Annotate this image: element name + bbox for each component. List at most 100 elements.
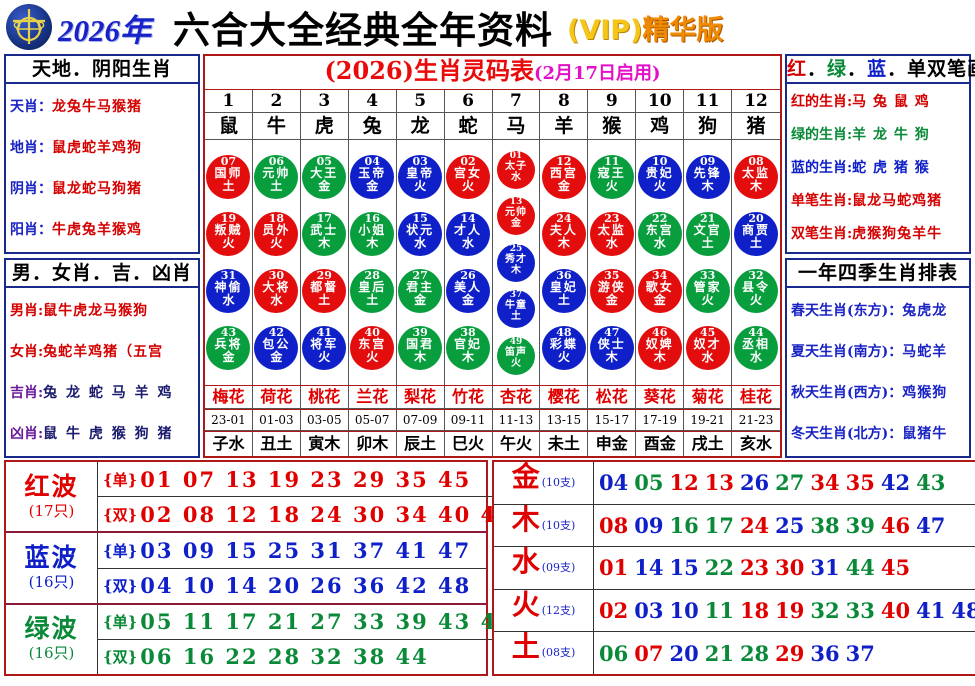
bubble-number: 09	[699, 155, 716, 168]
number-bubble[interactable]: 24 夫人木	[541, 212, 586, 256]
panel-title-part: ．单双笔画排肖表	[887, 58, 975, 80]
info-row: 阴肖：鼠龙蛇马狗猪	[10, 181, 194, 197]
number-bubble[interactable]: 14 才人水	[446, 212, 491, 256]
bubble-number: 04	[364, 155, 380, 168]
bubble-title: 游侠	[597, 280, 626, 294]
info-row-label: 女肖:	[10, 343, 44, 360]
number-bubble[interactable]: 20 商贾土	[734, 212, 779, 256]
number-bubble[interactable]: 17 武士木	[302, 212, 347, 256]
number-bubble[interactable]: 26 美人金	[446, 269, 491, 313]
number-bubble[interactable]: 45 奴才水	[685, 326, 730, 370]
number-bubble[interactable]: 12 西宫金	[541, 155, 586, 199]
number-bubble[interactable]: 11 寇王火	[589, 155, 634, 199]
element-number: 03	[634, 598, 664, 624]
number-bubble[interactable]: 08 太监木	[734, 155, 779, 199]
number-bubble[interactable]: 03 皇帝火	[398, 155, 443, 199]
parity-label: {单}	[103, 541, 138, 560]
number-bubble[interactable]: 09 先锋木	[685, 155, 730, 199]
number-bubble[interactable]: 32 县令火	[734, 269, 779, 313]
number-bubble[interactable]: 41 将军火	[302, 326, 347, 370]
bubble-element: 土	[222, 179, 235, 193]
bubble-element: 火	[222, 236, 235, 250]
number-bubble[interactable]: 19 叛贼火	[206, 212, 251, 256]
info-row: 春天生肖(东方)：兔虎龙	[791, 303, 965, 319]
number-bubble[interactable]: 39 国君木	[398, 326, 443, 370]
number-bubble[interactable]: 27 君主金	[398, 269, 443, 313]
bubble-element: 金	[605, 293, 618, 307]
element-number: 31	[810, 555, 840, 581]
left-sidebar: 天地．阴阳生肖 天肖：龙兔牛马猴猪 地肖：鼠虎蛇羊鸡狗 阴肖：鼠龙蛇马狗猪 阳肖：牛虎…	[4, 54, 200, 458]
number-bubble[interactable]: 15 状元水	[398, 212, 443, 256]
number-bubble[interactable]: 18 员外火	[254, 212, 299, 256]
number-bubble[interactable]: 29 都督土	[302, 269, 347, 313]
bubble-element: 木	[701, 179, 714, 193]
number-bubble[interactable]: 25 秀才木	[496, 243, 535, 282]
number-bubble[interactable]: 21 文官土	[685, 212, 730, 256]
element-number: 07	[634, 640, 664, 666]
bubble-number: 41	[316, 326, 332, 339]
number-bubble[interactable]: 34 歌女金	[637, 269, 682, 313]
bubble-element: 土	[701, 236, 714, 250]
number-bubble[interactable]: 36 皇妃土	[541, 269, 586, 313]
number-bubble[interactable]: 05 大王金	[302, 155, 347, 199]
bubble-element: 金	[653, 293, 666, 307]
number-bubble[interactable]: 22 东宫水	[637, 212, 682, 256]
wave-numbers: {单} 05 11 17 21 27 33 39 43 49 {双} 06 16 22…	[98, 605, 514, 674]
number-bubble[interactable]: 35 游侠金	[589, 269, 634, 313]
number-bubble[interactable]: 06 元帅土	[254, 155, 299, 199]
number-bubble[interactable]: 10 贵妃火	[637, 155, 682, 199]
table-cell: 马	[492, 113, 541, 140]
info-row: 秋天生肖(西方)：鸡猴狗	[791, 385, 965, 401]
info-row-value: 羊 龙 牛 狗	[852, 127, 930, 144]
number-bubble[interactable]: 49 笛声火	[496, 336, 535, 375]
table-cell: 竹花	[445, 386, 493, 408]
number-bubble[interactable]: 31 神偷水	[206, 269, 251, 313]
number-bubble[interactable]: 02 宫女火	[446, 155, 491, 199]
bubble-element: 水	[222, 293, 235, 307]
element-number: 36	[810, 640, 840, 666]
number-bubble[interactable]: 43 兵将金	[206, 326, 251, 370]
number-bubble[interactable]: 23 太监水	[589, 212, 634, 256]
bubble-number: 07	[220, 155, 237, 168]
five-elements-table: 金 (10支) 04 05 12 13 26 27 34 35 42 43 木 (10支) 08 09 16 17…	[492, 460, 975, 676]
info-row: 地肖：鼠虎蛇羊鸡狗	[10, 140, 194, 156]
number-bubble[interactable]: 37 牛童土	[496, 290, 535, 328]
number-bubble[interactable]: 33 管家火	[685, 269, 730, 313]
element-number: 43	[916, 470, 946, 496]
bubble-number: 21	[699, 212, 716, 225]
index-row: 1 2 3 4 5 6 7 8 9 10 11 12	[205, 90, 780, 113]
info-row-label: 单笔生肖:	[791, 192, 853, 209]
number-bubble[interactable]: 47 侠士木	[589, 326, 634, 370]
table-cell: 羊	[540, 113, 589, 140]
bubble-element: 木	[557, 236, 570, 250]
number-bubble[interactable]: 30 大将水	[254, 269, 299, 313]
element-number: 23	[739, 555, 770, 581]
bubble-number: 22	[652, 212, 668, 225]
bubble-title: 太监	[597, 223, 626, 237]
table-cell: 虎	[300, 113, 349, 140]
number-bubble[interactable]: 40 东宫火	[350, 326, 395, 370]
bubble-number: 39	[412, 326, 428, 339]
element-number: 27	[775, 470, 805, 496]
table-cell: 寅木	[301, 432, 349, 456]
number-bubble[interactable]: 48 彩蝶火	[541, 326, 586, 370]
number-bubble[interactable]: 44 丞相水	[734, 326, 779, 370]
number-bubble[interactable]: 16 小姐木	[350, 212, 395, 256]
table-cell: 13-15	[540, 410, 589, 430]
panel-heaven-earth-yin-yang: 天地．阴阳生肖 天肖：龙兔牛马猴猪 地肖：鼠虎蛇羊鸡狗 阴肖：鼠龙蛇马狗猪 阳肖：牛虎…	[4, 54, 200, 254]
element-name-cell: 水 (09支)	[494, 547, 594, 589]
number-bubble[interactable]: 07 国师土	[206, 155, 251, 199]
bottom-section: 红波 (17只) {单} 01 07 13 19 23 29 35 45 {双} 02 0…	[0, 458, 975, 680]
number-bubble[interactable]: 42 包公金	[254, 326, 299, 370]
number-bubble[interactable]: 28 皇后土	[350, 269, 395, 313]
number-bubble[interactable]: 01 太子水	[496, 150, 535, 189]
number-bubble[interactable]: 46 奴婢木	[637, 326, 682, 370]
number-bubble[interactable]: 04 玉帝金	[350, 155, 395, 199]
number-bubble[interactable]: 13 元帅金	[496, 197, 535, 235]
wave-even-row: {双} 06 16 22 28 32 38 44	[98, 640, 514, 674]
bubble-element: 金	[414, 293, 427, 307]
element-number-list: 04 05 12 13 26 27 34 35 42 43	[594, 470, 975, 495]
table-cell: 12	[732, 90, 780, 113]
bubble-title: 牛童	[504, 300, 527, 311]
number-bubble[interactable]: 38 官妃木	[446, 326, 491, 370]
